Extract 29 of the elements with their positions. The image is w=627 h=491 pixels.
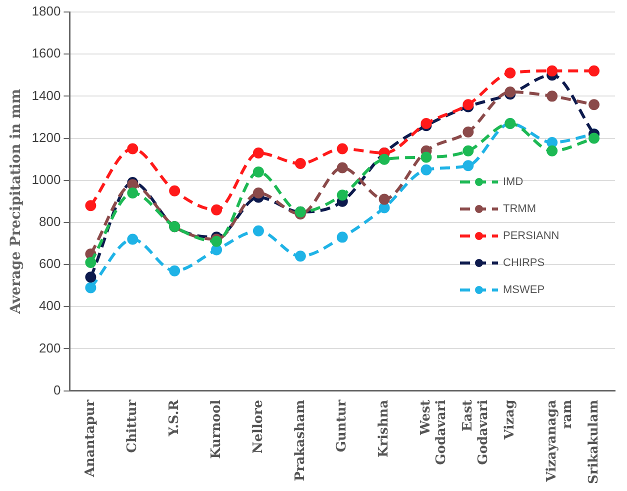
y-tick-label: 200 [39, 340, 61, 356]
x-tick-label: Kurnool [208, 400, 224, 459]
x-tick-label: Anantapur [83, 400, 98, 478]
y-tick-label: 1400 [32, 88, 61, 103]
legend-label: TRMM [503, 203, 536, 216]
x-tick-label: Guntur [334, 400, 350, 452]
legend-label: PERSIANN [503, 230, 560, 242]
x-tick-label: East Godavari [460, 400, 492, 465]
x-tick-label: Y.S.R [166, 400, 182, 438]
y-tick-label: 800 [39, 214, 61, 230]
y-tick-label: 600 [39, 256, 61, 272]
legend-label: CHIRPS [503, 257, 545, 270]
x-tick-label: Vizag [502, 400, 518, 441]
y-tick-label: 400 [39, 298, 61, 314]
x-tick-label: Vizayanaga ram [544, 399, 576, 483]
y-tick-label: 0 [53, 382, 61, 398]
legend-label: MSWEP [503, 284, 545, 296]
y-tick-label: 1000 [32, 172, 61, 187]
y-tick-label: 1600 [32, 46, 61, 61]
x-tick-label: Srikakulam [586, 400, 602, 484]
y-axis-title: Average Precipitation in mm [8, 88, 24, 315]
x-tick-label: Nellore [250, 400, 266, 454]
x-tick-label: Krishna [376, 399, 392, 458]
y-tick-label: 1800 [32, 4, 61, 19]
legend-label: IMD [503, 176, 524, 188]
x-tick-label: Prakasham [292, 400, 308, 482]
x-tick-label: Chittur [125, 400, 140, 453]
y-tick-label: 1200 [32, 130, 61, 145]
x-tick-label: West Godavari [418, 400, 450, 465]
